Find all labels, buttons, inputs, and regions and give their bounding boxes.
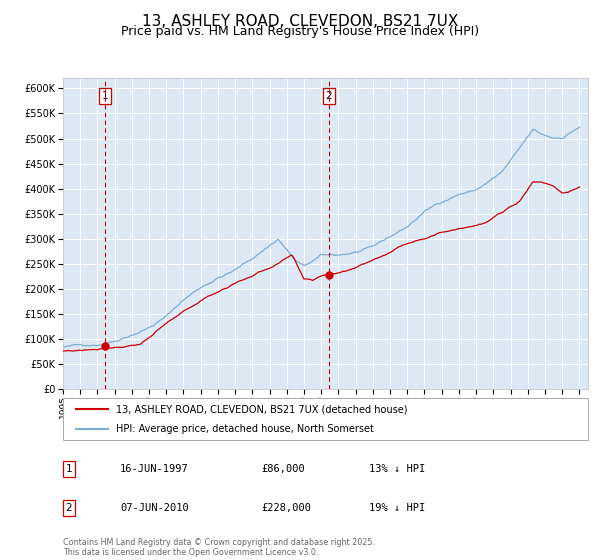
Text: 19% ↓ HPI: 19% ↓ HPI (369, 503, 425, 513)
Text: 2: 2 (325, 91, 332, 101)
Text: HPI: Average price, detached house, North Somerset: HPI: Average price, detached house, Nort… (115, 424, 373, 434)
Text: Contains HM Land Registry data © Crown copyright and database right 2025.
This d: Contains HM Land Registry data © Crown c… (63, 538, 375, 557)
Text: 13% ↓ HPI: 13% ↓ HPI (369, 464, 425, 474)
Text: 13, ASHLEY ROAD, CLEVEDON, BS21 7UX (detached house): 13, ASHLEY ROAD, CLEVEDON, BS21 7UX (det… (115, 404, 407, 414)
Text: 2: 2 (65, 503, 73, 513)
Text: 13, ASHLEY ROAD, CLEVEDON, BS21 7UX: 13, ASHLEY ROAD, CLEVEDON, BS21 7UX (142, 14, 458, 29)
FancyBboxPatch shape (63, 398, 588, 440)
Text: 07-JUN-2010: 07-JUN-2010 (120, 503, 189, 513)
Text: £228,000: £228,000 (261, 503, 311, 513)
Text: 16-JUN-1997: 16-JUN-1997 (120, 464, 189, 474)
Text: 1: 1 (65, 464, 73, 474)
Text: £86,000: £86,000 (261, 464, 305, 474)
Text: Price paid vs. HM Land Registry's House Price Index (HPI): Price paid vs. HM Land Registry's House … (121, 25, 479, 38)
Text: 1: 1 (102, 91, 109, 101)
